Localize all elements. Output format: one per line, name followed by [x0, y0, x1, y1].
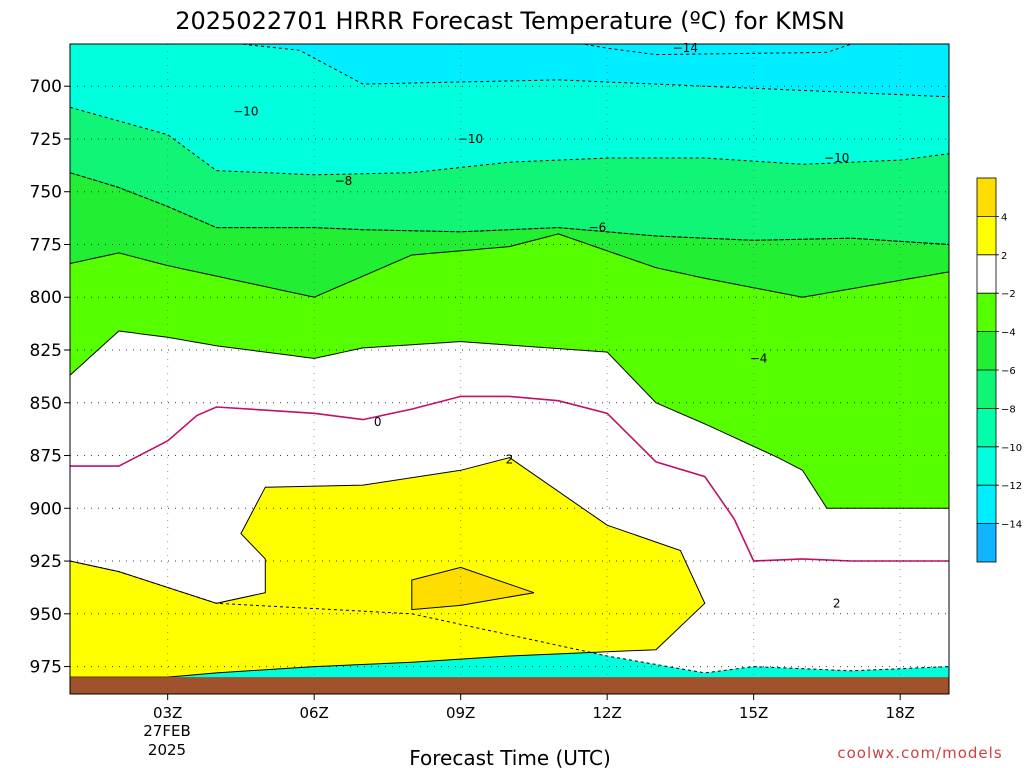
colorbar-swatch-3: [977, 293, 996, 332]
contour-label-8: 2: [506, 453, 514, 467]
colorbar-label: −4: [1001, 328, 1016, 339]
pressure-tick-label: 875: [30, 447, 62, 467]
ground-surface: [70, 677, 949, 694]
pressure-tick-label: 900: [30, 499, 62, 519]
colorbar-label: −2: [1001, 289, 1016, 300]
pressure-tick-label: 925: [30, 552, 62, 572]
temperature-bands: [70, 44, 949, 694]
colorbar-swatch-7: [977, 446, 996, 486]
temperature-band-3: [70, 172, 949, 298]
pressure-tick-label: 775: [30, 235, 62, 255]
band-outline-7: [411, 566, 535, 611]
pressure-tick-label: 950: [30, 605, 62, 625]
temperature-band-7: [411, 567, 534, 610]
time-tick-label: 06Z: [299, 704, 328, 722]
credit-text: coolwx.com/models: [837, 744, 1002, 762]
date-label-day: 27FEB: [143, 722, 190, 740]
pressure-tick-label: 800: [30, 288, 62, 308]
colorbar-swatch-0: [977, 178, 996, 217]
pressure-tick-label: 725: [30, 130, 62, 150]
pressure-tick-label: 975: [30, 658, 62, 678]
contour-label-6: −4: [750, 351, 768, 365]
pressure-axis: 700 725 750 775 800 825 850 875 900 925 950 975: [30, 77, 70, 678]
contour-label-0: −14: [673, 41, 698, 55]
colorbar-label: −6: [1001, 366, 1016, 377]
time-tick-label: 15Z: [739, 704, 768, 722]
colorbar-label: −12: [1001, 481, 1022, 492]
colorbar-label: −10: [1001, 443, 1022, 454]
contour-labels: −14 −10 −10 −10 −8 −6 −4 0 2 2: [233, 41, 849, 610]
temperature-band-1: [201, 44, 949, 97]
date-label-year: 2025: [148, 741, 186, 759]
colorbar-swatch-1: [977, 216, 996, 255]
contour-label-9: 2: [833, 596, 841, 610]
contour-label-1: −10: [233, 105, 258, 119]
colorbar-label: −14: [1001, 520, 1022, 531]
temperature-band-2: [70, 107, 949, 245]
pressure-tick-label: 825: [30, 341, 62, 361]
colorbar-label: 2: [1001, 251, 1007, 262]
temperature-band-4: [70, 233, 949, 509]
chart-title: 2025022701 HRRR Forecast Temperature (ºC…: [175, 7, 845, 35]
band-outline-4: [69, 233, 950, 509]
time-axis: 03Z 06Z 09Z 12Z 15Z 18Z: [153, 694, 915, 722]
band-outline-5: [69, 330, 950, 674]
band-outline-2: [69, 106, 950, 246]
temperature-band-6: [70, 457, 705, 678]
contour-label-7: 0: [374, 415, 382, 429]
contour-label-4: −8: [335, 174, 353, 188]
pressure-tick-label: 850: [30, 394, 62, 414]
contour-label-2: −10: [458, 132, 483, 146]
time-tick-label: 09Z: [446, 704, 475, 722]
colorbar-swatch-2: [977, 254, 996, 294]
colorbar-swatch-6: [977, 408, 996, 447]
time-tick-label: 03Z: [153, 704, 182, 722]
zero-degree-line: [70, 395, 949, 562]
band-outline-3: [69, 172, 950, 298]
colorbar-swatch-4: [977, 331, 996, 370]
time-tick-label: 12Z: [592, 704, 621, 722]
contour-label-3: −10: [824, 151, 849, 165]
plot-frame: [69, 43, 950, 695]
colorbar-legend: 4 2 −2 −4 −6 −8 −10 −12 −14: [976, 177, 1022, 563]
ground-strip: [70, 677, 949, 694]
x-axis-label: Forecast Time (UTC): [409, 746, 611, 768]
pressure-tick-label: 750: [30, 183, 62, 203]
colorbar-label: 4: [1001, 212, 1007, 223]
contour-label-5: −6: [589, 221, 607, 235]
colorbar-label: −8: [1001, 404, 1016, 415]
colorbar-swatch-8: [977, 485, 996, 524]
band-outline-6: [69, 457, 706, 678]
pressure-tick-label: 700: [30, 77, 62, 97]
time-tick-label: 18Z: [885, 704, 914, 722]
colorbar-swatch-9: [977, 523, 996, 562]
colorbar-swatch-5: [977, 370, 996, 409]
